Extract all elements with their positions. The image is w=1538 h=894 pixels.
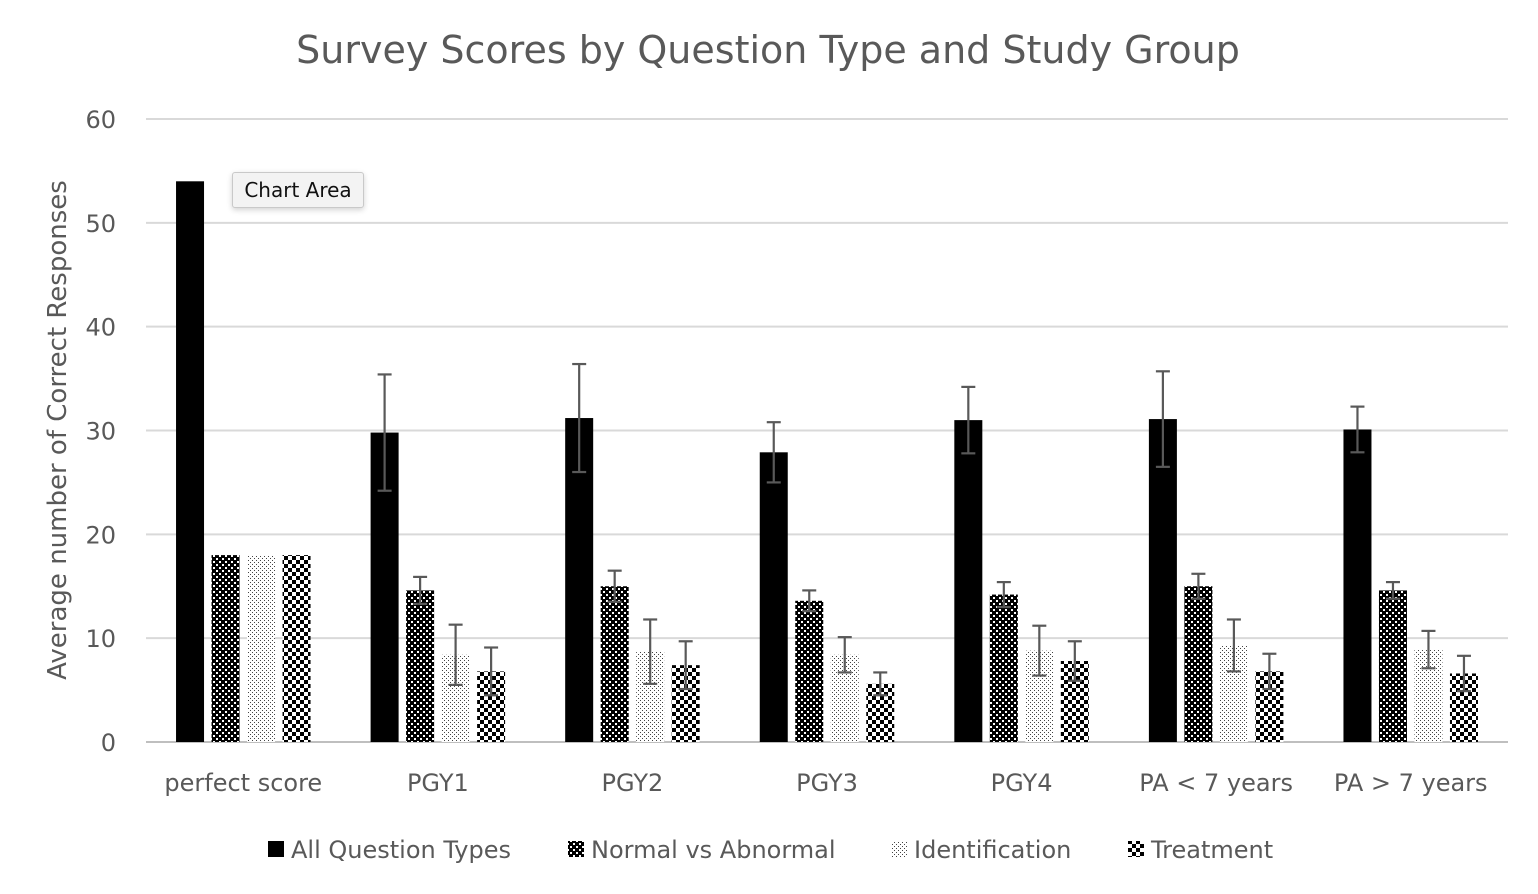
bar <box>211 555 240 742</box>
bars <box>176 181 1478 743</box>
x-tick-label: perfect score <box>164 769 322 797</box>
error-bars <box>377 362 1471 697</box>
bar <box>176 181 205 743</box>
y-tick-label: 0 <box>101 729 116 757</box>
x-tick-label: PGY4 <box>991 769 1053 797</box>
chart-title: Survey Scores by Question Type and Study… <box>296 28 1240 72</box>
x-tick-label: PA < 7 years <box>1139 769 1293 797</box>
bar <box>1378 590 1407 742</box>
legend: All Question Types Normal vs Abnormal Iden… <box>268 836 1273 864</box>
y-tick-label: 20 <box>85 521 116 549</box>
y-tick-label: 40 <box>85 314 116 342</box>
bar <box>406 590 435 742</box>
x-tick-label: PGY2 <box>602 769 664 797</box>
y-axis-ticks: 0 10 20 30 40 50 60 <box>85 106 116 757</box>
legend-label: Identification <box>914 836 1071 864</box>
bar <box>1343 429 1372 742</box>
bar <box>247 555 276 742</box>
y-axis-label: Average number of Correct Responses <box>43 180 73 680</box>
x-tick-label: PGY1 <box>407 769 469 797</box>
y-tick-label: 60 <box>85 106 116 134</box>
chart-area-tooltip: Chart Area <box>232 172 364 208</box>
legend-label: Treatment <box>1150 836 1273 864</box>
bar <box>759 452 788 742</box>
x-axis-ticks: perfect score PGY1 PGY2 PGY3 PGY4 PA < 7 year… <box>164 769 1487 797</box>
y-tick-label: 50 <box>85 210 116 238</box>
legend-swatch <box>1128 841 1144 857</box>
legend-swatch <box>568 841 584 857</box>
gridlines <box>146 118 1508 743</box>
legend-label: Normal vs Abnormal <box>591 836 836 864</box>
bar <box>1148 419 1177 742</box>
bar <box>954 420 983 742</box>
x-tick-label: PA > 7 years <box>1334 769 1488 797</box>
x-tick-label: PGY3 <box>796 769 858 797</box>
legend-label: All Question Types <box>291 836 511 864</box>
bar <box>1184 586 1213 742</box>
legend-swatch <box>268 841 284 857</box>
legend-swatch <box>891 841 907 857</box>
bar <box>795 600 824 742</box>
bar <box>989 594 1018 742</box>
y-tick-label: 10 <box>85 625 116 653</box>
bar <box>282 555 311 742</box>
y-tick-label: 30 <box>85 418 116 446</box>
bar <box>600 586 629 742</box>
